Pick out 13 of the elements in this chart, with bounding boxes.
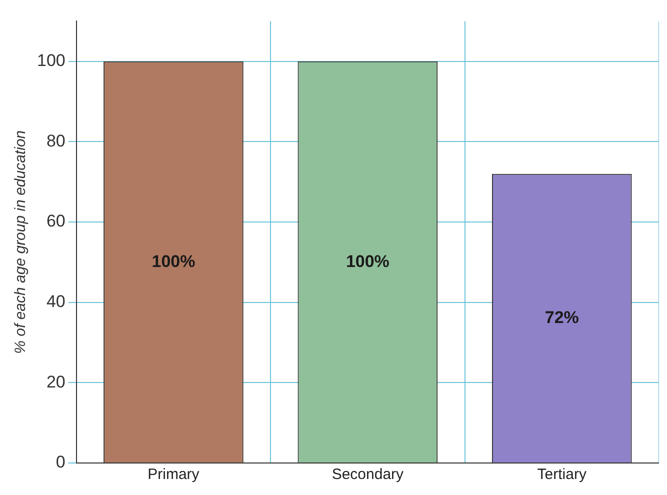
y-tick-label: 40 xyxy=(46,292,66,312)
data-label: 100% xyxy=(152,252,196,271)
data-label: 72% xyxy=(544,308,579,328)
x-tick-label: Tertiary xyxy=(537,466,587,484)
x-tick-label: Primary xyxy=(148,466,200,484)
y-axis-title: % of each age group in education xyxy=(12,130,30,354)
y-tick-label: 100 xyxy=(36,51,66,70)
y-tick-label: 80 xyxy=(46,131,66,150)
y-tick-label: 20 xyxy=(46,372,66,392)
data-label: 100% xyxy=(346,252,390,271)
x-tick-label: Secondary xyxy=(332,466,404,484)
y-tick-label: 0 xyxy=(56,452,66,472)
y-tick-label: 60 xyxy=(46,212,66,231)
